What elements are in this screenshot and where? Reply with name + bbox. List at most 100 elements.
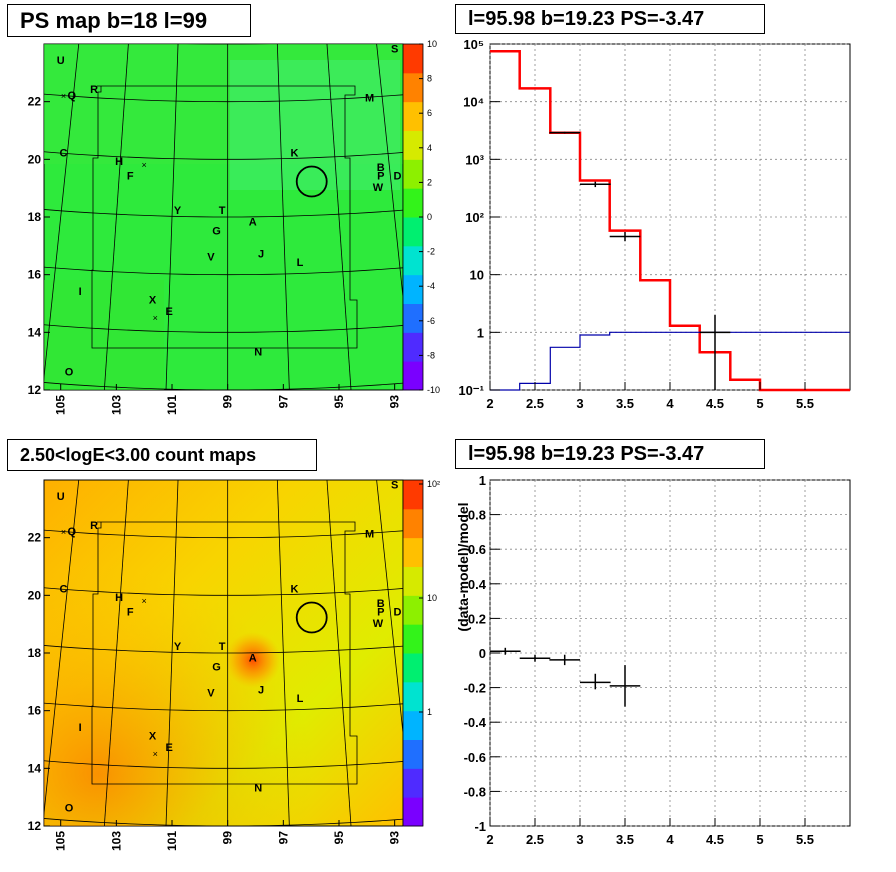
x-tick-label: 2	[486, 832, 493, 847]
source-label: X	[149, 731, 157, 743]
source-label: S	[391, 480, 398, 492]
x-tick-label: 2.5	[526, 396, 544, 411]
y-tick-label: 0.2	[468, 611, 486, 626]
x-tick-label: 5	[756, 396, 763, 411]
colorbar-tick-label: 10	[427, 593, 437, 603]
x-tick-label: 3	[576, 396, 583, 411]
y-tick-label: -0.8	[464, 784, 486, 799]
colorbar-segment	[403, 624, 423, 654]
colorbar-tick-label: 4	[427, 143, 432, 153]
longitude-line	[103, 480, 129, 826]
colorbar-segment	[403, 710, 423, 740]
longitude-line	[326, 480, 352, 826]
longitude-line	[165, 480, 179, 826]
x-tick-label: 5.5	[796, 832, 814, 847]
spectrum-series	[490, 49, 850, 392]
survey-boundary	[91, 85, 358, 349]
y-tick-label: 10⁴	[463, 95, 484, 110]
x-tick-label: 5.5	[796, 396, 814, 411]
spectrum-axes: 2 2.5 3 3.5 4 4.5 5 5.5 10⁵ 10⁴ 10³ 10² 10 1 10⁻¹	[458, 37, 814, 411]
x-tick-label: 3.5	[616, 832, 634, 847]
x-tick-label: 103	[109, 831, 123, 851]
source-cross: ×	[153, 313, 158, 323]
latitude-line	[44, 645, 403, 654]
source-label: D	[393, 171, 401, 183]
latitude-line	[44, 324, 403, 333]
colorbar-tick-label: 0	[427, 212, 432, 222]
survey-boundary	[91, 521, 358, 785]
x-tick-label: 103	[109, 395, 123, 415]
source-cross: ×	[153, 749, 158, 759]
colorbar-segment	[403, 72, 423, 103]
colorbar-tick-label: -2	[427, 247, 435, 257]
source-label: G	[212, 661, 221, 673]
source-label: P	[377, 607, 384, 619]
source-label: F	[127, 607, 134, 619]
colorbar-tick-label: 1	[427, 707, 432, 717]
colorbar-segment	[403, 332, 423, 362]
x-tick-label: 105	[54, 831, 68, 851]
x-tick-label: 4	[666, 396, 674, 411]
source-label: M	[365, 529, 374, 541]
x-tick-label: 3	[576, 832, 583, 847]
y-tick-label: 22	[28, 531, 42, 545]
source-label: H	[115, 592, 123, 604]
y-tick-label: 10⁵	[463, 37, 484, 52]
source-label: L	[297, 693, 304, 705]
source-label: R	[90, 520, 98, 532]
source-label: Q	[68, 90, 77, 102]
y-tick-label: 20	[28, 152, 42, 166]
latitude-line	[44, 760, 403, 769]
source-label: B	[377, 598, 385, 610]
longitude-line	[103, 44, 129, 390]
residual-y-axis-label: (data-model)/model	[455, 502, 471, 631]
x-tick-label: 4.5	[706, 396, 724, 411]
source-label: O	[65, 367, 74, 379]
source-label: X	[149, 295, 157, 307]
colorbar-tick-label: -8	[427, 350, 435, 360]
source-label: M	[365, 93, 374, 105]
latitude-line	[44, 93, 403, 103]
x-tick-label: 99	[221, 395, 235, 409]
source-label: C	[60, 147, 68, 159]
latitude-line	[44, 587, 403, 596]
y-tick-label: 18	[28, 210, 42, 224]
source-label: E	[166, 306, 173, 318]
longitude-line	[276, 44, 290, 390]
x-tick-label: 2	[486, 396, 493, 411]
longitude-line	[326, 44, 352, 390]
candidate-circle	[295, 165, 328, 198]
ps-map-image	[43, 43, 404, 391]
y-tick-label: 1	[477, 325, 484, 340]
count-map-axes: 105 103 101 99 97 95 93 12 14 16 18 20 22	[28, 531, 402, 851]
y-tick-label: 20	[28, 588, 42, 602]
longitude-line	[44, 44, 80, 382]
latitude-line	[44, 702, 403, 712]
colorbar-segment	[403, 681, 423, 712]
count-map-image	[43, 479, 404, 827]
x-tick-label: 105	[54, 395, 68, 415]
y-tick-label: -1	[474, 819, 486, 834]
latitude-line	[44, 818, 403, 826]
y-tick-label: 10⁻¹	[458, 383, 484, 398]
source-label: B	[377, 162, 385, 174]
source-cross: ×	[61, 91, 66, 101]
colorbar-tick-label: -10	[427, 385, 440, 395]
colorbar-segment	[403, 130, 423, 160]
ps-map-coordinate-grid	[44, 44, 403, 390]
x-tick-label: 3.5	[616, 396, 634, 411]
latitude-line	[44, 209, 403, 218]
colorbar-segment	[403, 361, 423, 391]
source-label: O	[65, 803, 74, 815]
ps-map-source-labels: U Q R C HF K M S BP DW Y T A G J V L I XE N O × × ×	[57, 44, 402, 379]
colorbar-segment	[403, 566, 423, 596]
x-tick-label: 99	[221, 831, 235, 845]
longitude-line	[276, 480, 290, 826]
colorbar-segment	[403, 245, 423, 276]
colorbar-segment	[403, 480, 423, 510]
colorbar-segment	[403, 217, 423, 247]
x-tick-label: 2.5	[526, 832, 544, 847]
colorbar-segment	[403, 159, 423, 189]
y-tick-label: -0.4	[464, 715, 487, 730]
